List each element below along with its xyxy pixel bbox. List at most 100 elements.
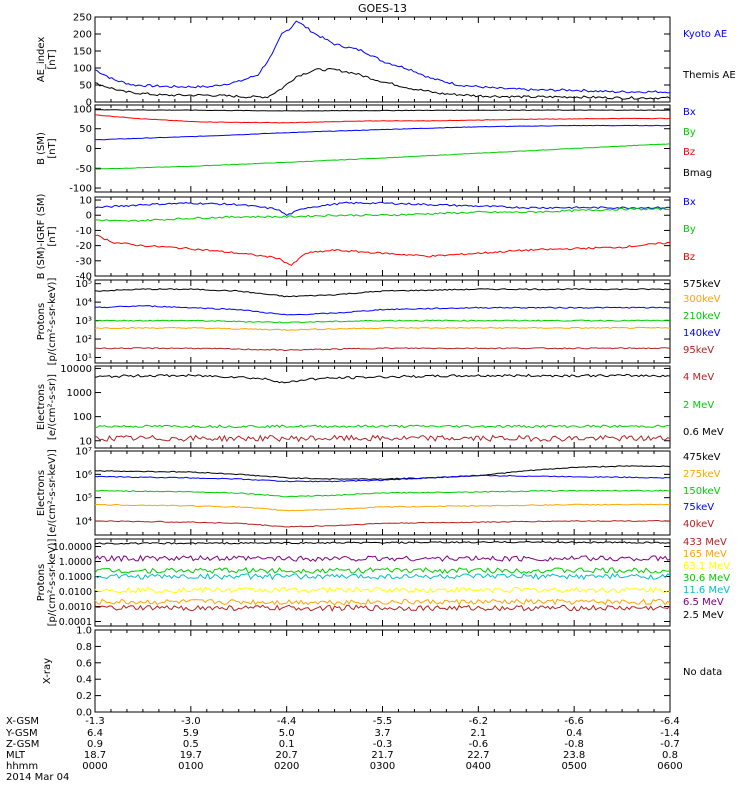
legend-40kev: 40keV [683,519,714,530]
legend-140kev: 140keV [683,328,721,339]
y-tick-label: -100 [69,184,92,195]
series-line-bx [95,124,670,141]
ephemeris-row-label: X-GSM [6,716,39,727]
ephemeris-value: 20.7 [276,750,298,761]
series-line-bz [94,234,671,266]
series-line-by [95,143,671,170]
ephemeris-row-label: Z-GSM [6,739,39,750]
y-tick-label: 0.0100 [59,587,92,598]
ephemeris-value: 0.5 [183,739,199,750]
series-line-165-mev [94,598,671,606]
legend-6-5-mev: 6.5 MeV [683,597,724,608]
y-tick-label: 0.0001 [59,617,92,628]
y-tick-label: 0.4 [76,675,92,686]
legend-165-mev: 165 MeV [683,549,727,560]
panel-frame [94,104,671,193]
ephemeris-row-label: hhmm [6,761,38,772]
legend-575kev: 575keV [683,279,721,290]
series-line-4-mev [94,434,671,443]
panel-protons_high: 0.0001 0.0010 0.0100 0.1000 1.0000 10.0000Pro… [36,537,730,628]
y-tick-label: -10 [76,226,92,237]
series-line-bx [94,201,671,217]
ephemeris-value: 0300 [370,761,395,772]
ephemeris-value: 0400 [466,761,491,772]
ephemeris-value: -5.5 [373,716,393,727]
legend-0-6-mev: 0.6 MeV [683,427,724,438]
series-line-575kev [94,288,671,298]
legend-300kev: 300keV [683,294,721,305]
ephemeris-value: 6.4 [87,728,103,739]
y-tick-label: -20 [76,241,92,252]
y-tick-label: 0.0 [76,708,92,719]
y-tick-label: 10 [79,436,92,447]
series-line-themis-ae [94,67,671,100]
y-tick-label: 0.0010 [59,602,92,613]
panel-frame [94,365,671,449]
y-tick-label: 10¹ [75,353,92,364]
series-line-95kev [94,347,671,352]
series-line-bz [94,114,671,124]
y-axis-label: X-ray [42,658,53,684]
ephemeris-value: 0200 [274,761,299,772]
panel-protons_low: 10¹ 10² 10³ 10⁴ 10⁵ Protons[p/(cm²-s-sr-keV)]… [36,278,721,366]
ephemeris-value: 0100 [178,761,203,772]
panel-frame [94,279,671,364]
series-line-140kev [94,305,671,316]
series-line-475kev [94,465,671,480]
y-tick-label: 10² [75,335,92,346]
ephemeris-value: -0.7 [660,739,680,750]
legend-by: By [683,224,696,235]
y-tick-label: -30 [76,256,92,267]
legend-210kev: 210keV [683,311,721,322]
legend-4-mev: 4 MeV [683,372,714,383]
panel-bsmigrf: -40 -30 -20 -10 0 10 B (SM)-IGRF (SM)[nT] Bx By B… [36,194,696,283]
y-tick-label: 10 [79,196,92,207]
y-tick-label: 0 [86,211,92,222]
y-tick-label: 10⁵ [75,279,92,290]
y-tick-label: 150 [73,47,92,58]
y-tick-label: 10.0000 [53,542,92,553]
y-tick-label: 100 [73,104,92,115]
ephemeris-value: 22.7 [467,750,489,761]
y-tick-label: 250 [73,13,92,24]
ephemeris-value: 0000 [82,761,107,772]
ephemeris-value: 0.4 [566,728,582,739]
legend-by: By [683,127,696,138]
y-tick-label: 1.0 [76,626,92,637]
y-axis-label: Electrons[e/(cm²-s-sr-keV)] [36,449,58,537]
panel-frame [94,629,671,713]
legend-bx: Bx [683,197,696,208]
legend-475kev: 475keV [683,452,721,463]
ephemeris-value: -0.8 [564,739,584,750]
series-line-30-6-mev [94,567,671,574]
series-line-by [94,207,671,223]
ephemeris-value: 0.8 [662,750,678,761]
ephemeris-value: 23.8 [563,750,585,761]
legend-433-mev: 433 MeV [683,537,727,548]
legend-275kev: 275keV [683,469,721,480]
legend-63-1-mev: 63.1 MeV [683,561,730,572]
y-tick-label: 50 [79,124,92,135]
series-line-2-mev [94,424,671,429]
legend-bz: Bz [683,147,695,158]
no-data-label: No data [683,667,722,678]
y-tick-label: 10⁷ [75,447,92,458]
ephemeris-value: -4.4 [277,716,297,727]
series-line-6-5-mev [94,554,671,563]
y-tick-label: 100 [73,412,92,423]
series-line-300kev [94,326,671,331]
series-line-0-6-mev [94,373,671,384]
series-line-40kev [95,520,671,528]
legend-themis-ae: Themis AE [682,70,736,81]
legend-bx: Bx [683,107,696,118]
ephemeris-value: 0500 [561,761,586,772]
y-tick-label: -50 [76,164,92,175]
y-tick-label: -40 [76,272,92,283]
ephemeris-value: 2.1 [470,728,486,739]
y-tick-label: 10⁶ [75,470,92,481]
panel-ae: 0 50 100 150 200 250 AE_index[nT] Kyoto AE Themi… [36,13,736,109]
y-tick-label: 10⁴ [75,517,92,528]
ephemeris-value: 0600 [657,761,682,772]
y-axis-label: Electrons[e/(cm²-s-sr)] [36,374,58,440]
